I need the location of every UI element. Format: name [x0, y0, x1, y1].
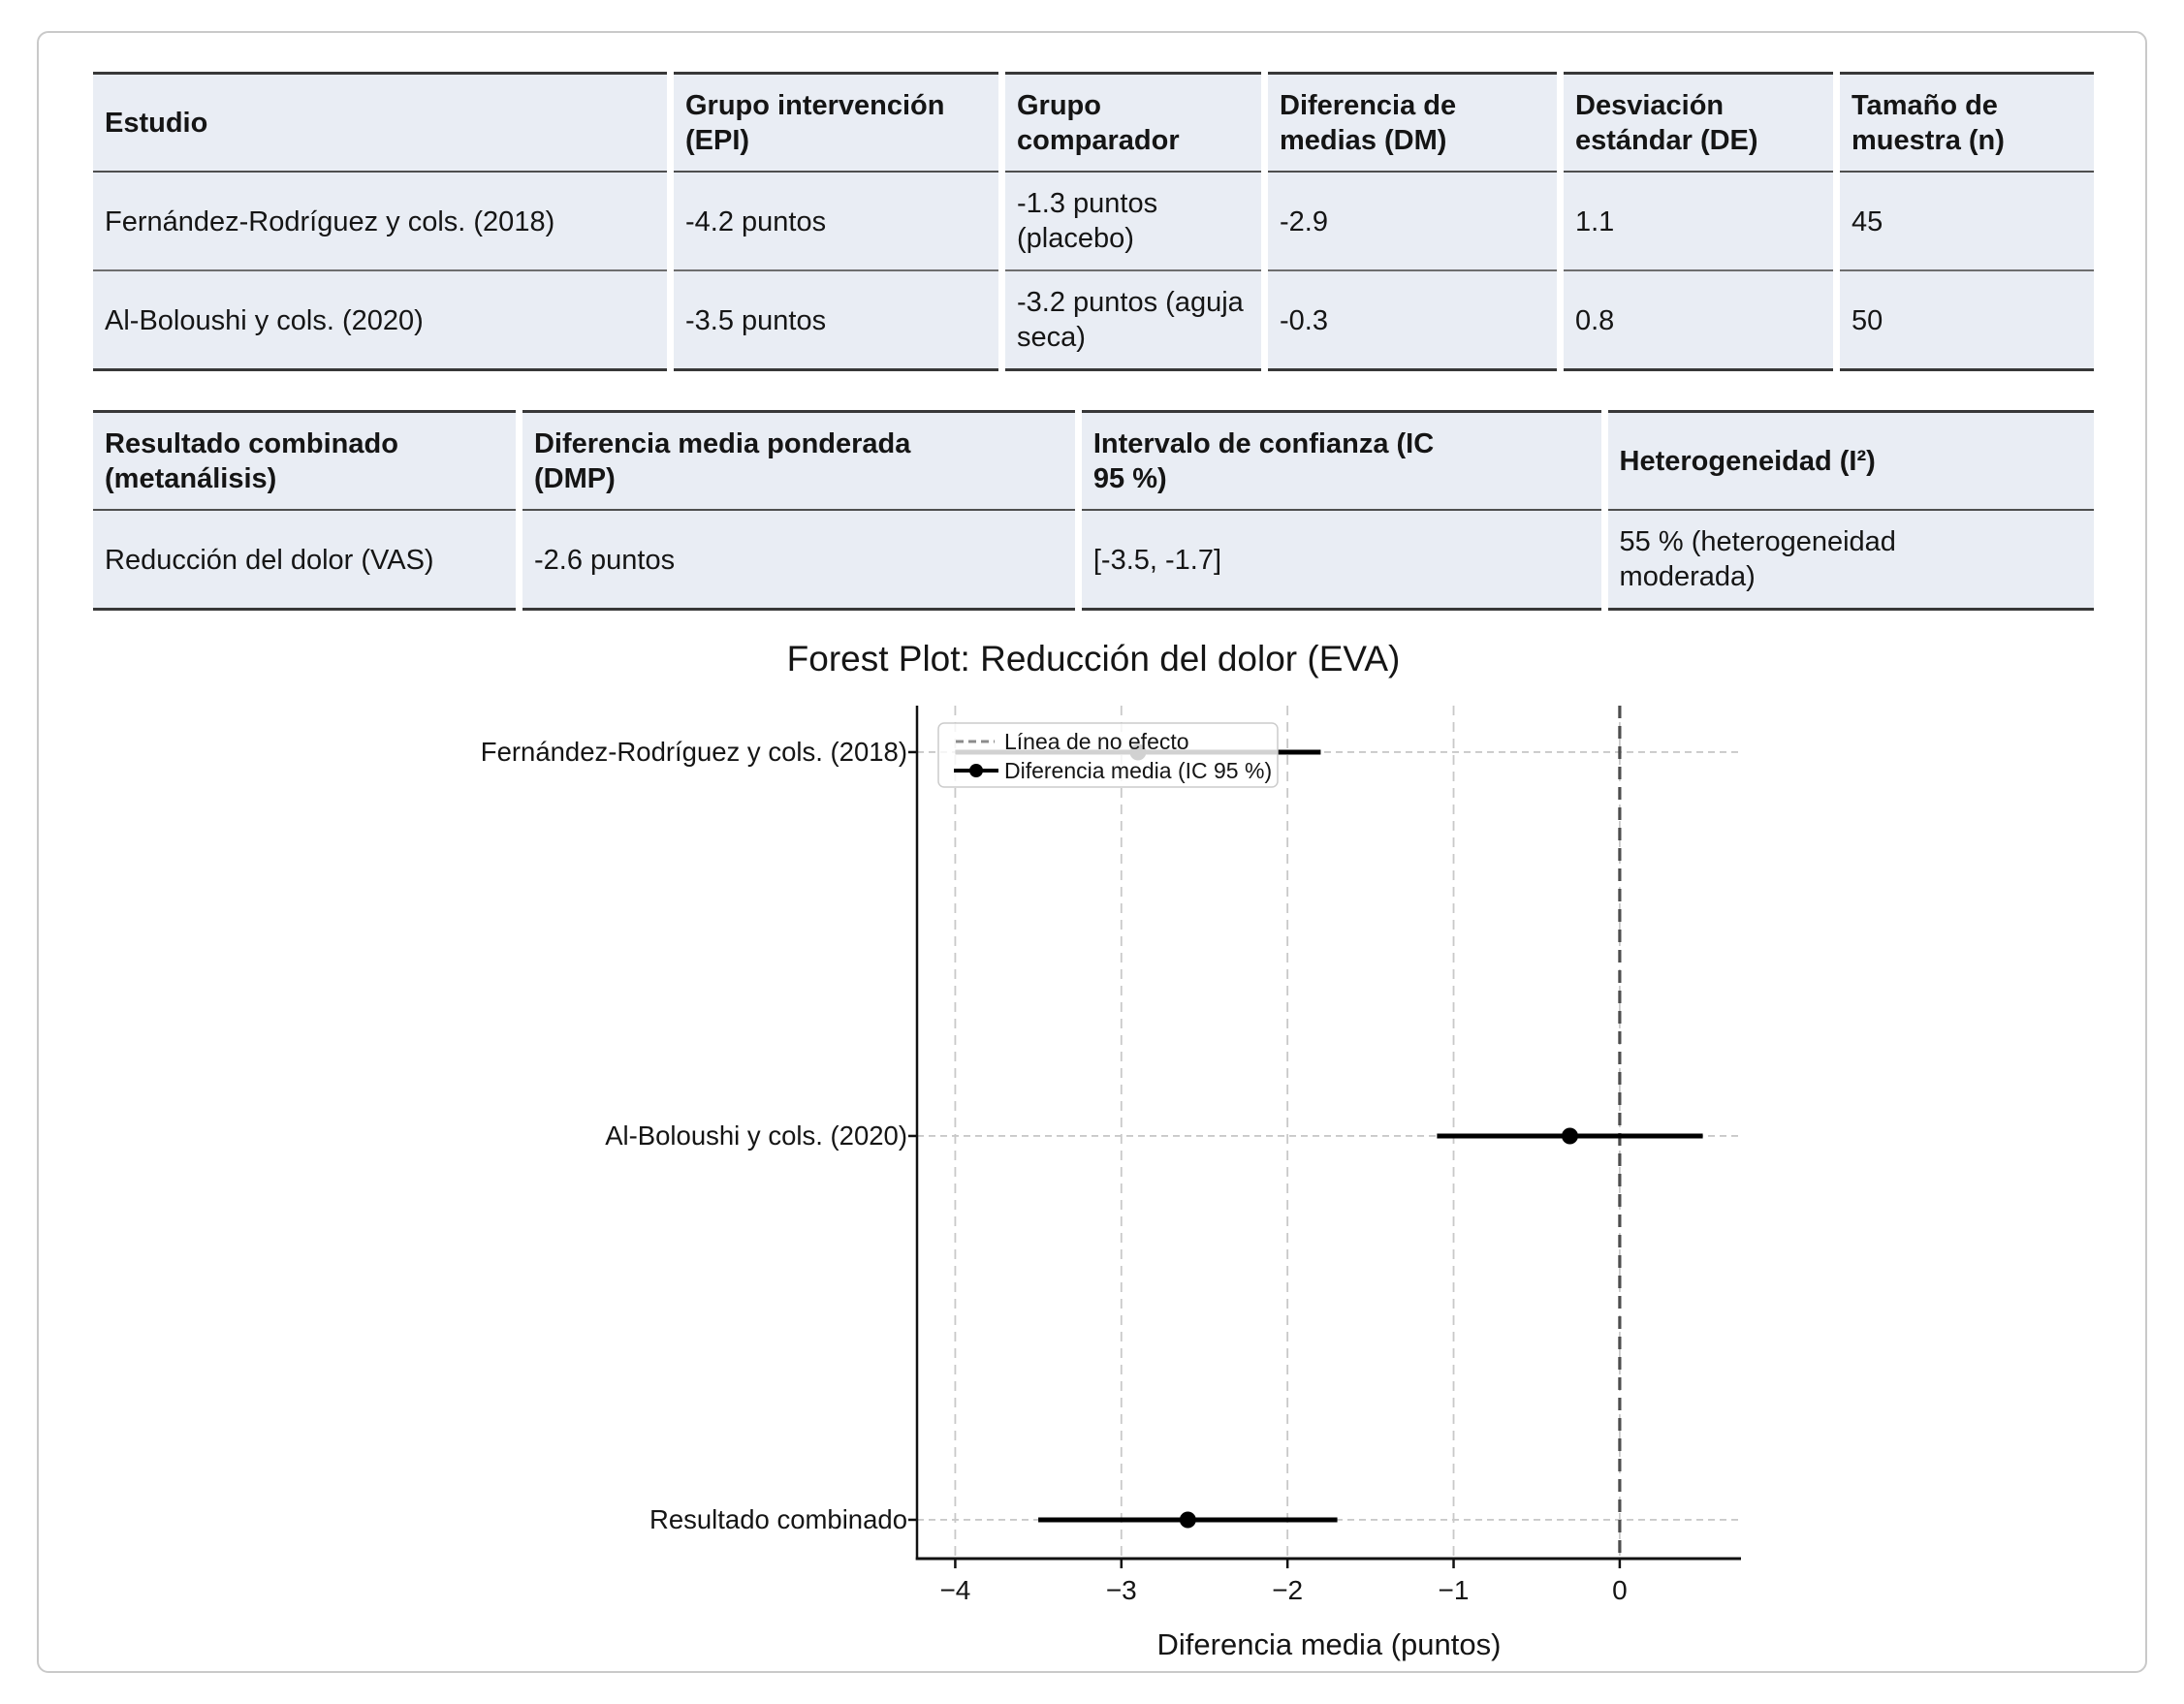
table-cell: [-3.5, -1.7] [1081, 511, 1601, 611]
screenshot-card: Estudio Grupo intervención (EPI) Grupo com… [37, 31, 2147, 1673]
table-cell: 45 [1840, 173, 2094, 271]
table-cell-text: -2.6 puntos [533, 544, 676, 576]
table-cell: -3.5 puntos [674, 271, 998, 371]
table-cell: -2.6 puntos [522, 511, 1075, 611]
table-cell-text: 0.8 [1575, 304, 1615, 336]
table-cell: 55 % (heterogeneidad moderada) [1607, 511, 2094, 611]
studies-table: Estudio Grupo intervención (EPI) Grupo com… [86, 72, 2101, 371]
header-cell-text: Diferencia media ponderada (DMP) [533, 427, 911, 494]
table-cell-text: [-3.5, -1.7] [1092, 544, 1222, 576]
meta-analysis-table: Resultado combinado (metanálisis) Diferen… [86, 410, 2101, 611]
table-cell-text: Reducción del dolor (VAS) [105, 544, 434, 576]
header-cell-text: Resultado combinado (metanálisis) [105, 427, 398, 494]
table-cell: -1.3 puntos (placebo) [1005, 173, 1261, 271]
header-cell: Diferencia media ponderada (DMP) [522, 410, 1075, 511]
table-cell: 1.1 [1564, 173, 1833, 271]
header-cell: Diferencia de medias (DM) [1268, 72, 1557, 173]
header-cell-text: Grupo comparador [1017, 89, 1180, 156]
header-cell-text: Intervalo de confianza (IC 95 %) [1092, 427, 1435, 494]
table-cell-text: Al-Boloushi y cols. (2020) [105, 304, 424, 336]
header-cell-text: Estudio [105, 108, 208, 140]
header-cell-text: Diferencia de medias (DM) [1280, 89, 1457, 156]
table-cell: 50 [1840, 271, 2094, 371]
meta-analysis-table-header-row: Resultado combinado (metanálisis) Diferen… [93, 410, 2094, 511]
studies-table-header-row: Estudio Grupo intervención (EPI) Grupo com… [93, 72, 2094, 173]
table-cell-text: -2.9 [1280, 205, 1328, 237]
header-cell-text: Heterogeneidad (I²) [1619, 446, 1876, 478]
table-cell-text: -3.2 puntos (aguja seca) [1017, 287, 1244, 353]
header-cell: Resultado combinado (metanálisis) [93, 410, 516, 511]
table-row: Reducción del dolor (VAS) -2.6 puntos [-3.… [93, 511, 2094, 611]
table-cell-text: 55 % (heterogeneidad moderada) [1619, 526, 1896, 592]
table-row: Al-Boloushi y cols. (2020) -3.5 puntos -3.… [93, 271, 2094, 371]
table-cell: Reducción del dolor (VAS) [93, 511, 516, 611]
table-cell: -3.2 puntos (aguja seca) [1005, 271, 1261, 371]
header-cell-text: Tamaño de muestra (n) [1852, 89, 2005, 156]
table-cell-text: -3.5 puntos [685, 304, 827, 336]
header-cell-text: Grupo intervención (EPI) [685, 89, 945, 156]
table-cell-text: 1.1 [1575, 205, 1615, 237]
table-cell-text: -1.3 puntos (placebo) [1017, 188, 1158, 254]
table-cell-text: -4.2 puntos [685, 205, 827, 237]
table-cell: 0.8 [1564, 271, 1833, 371]
table-cell-text: -0.3 [1280, 304, 1328, 336]
header-cell: Desviación estándar (DE) [1564, 72, 1833, 173]
header-cell-text: Desviación estándar (DE) [1575, 89, 1758, 156]
table-cell: Fernández-Rodríguez y cols. (2018) [93, 173, 667, 271]
table-cell-text: Fernández-Rodríguez y cols. (2018) [105, 205, 555, 237]
table-cell-text: 50 [1852, 304, 1883, 336]
table-cell: -4.2 puntos [674, 173, 998, 271]
table-row: Fernández-Rodríguez y cols. (2018) -4.2 p… [93, 173, 2094, 271]
header-cell: Intervalo de confianza (IC 95 %) [1081, 410, 1601, 511]
table-cell: -2.9 [1268, 173, 1557, 271]
header-cell: Grupo intervención (EPI) [674, 72, 998, 173]
table-cell-text: 45 [1852, 205, 1883, 237]
table-cell: Al-Boloushi y cols. (2020) [93, 271, 667, 371]
header-cell: Grupo comparador [1005, 72, 1261, 173]
header-cell: Tamaño de muestra (n) [1840, 72, 2094, 173]
header-cell: Heterogeneidad (I²) [1607, 410, 2094, 511]
table-cell: -0.3 [1268, 271, 1557, 371]
header-cell: Estudio [93, 72, 667, 173]
